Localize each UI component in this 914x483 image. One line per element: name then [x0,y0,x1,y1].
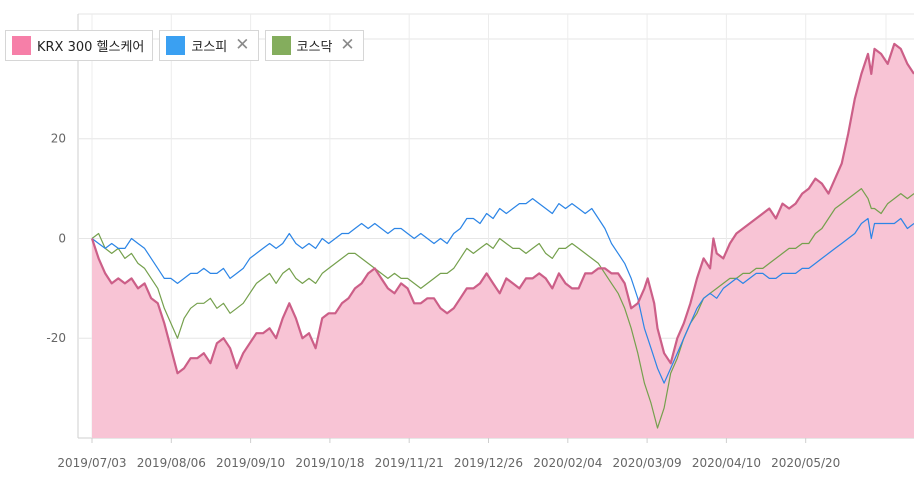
legend-item-healthcare[interactable]: KRX 300 헬스케어 [5,30,154,61]
y-tick-label: 20 [51,132,66,146]
y-tick-label: -20 [46,331,66,345]
x-tick-label: 2020/05/20 [771,456,840,470]
series-line-healthcare [90,42,914,375]
line-layer [90,42,914,429]
legend-swatch-healthcare [12,36,31,55]
area-layer [92,43,914,439]
series-area-healthcare [92,43,914,439]
legend-swatch-kosdaq [271,36,291,55]
legend-label-kosdaq: 코스닥 [296,40,333,55]
x-tick-label: 2019/08/06 [137,456,206,470]
legend-label-kospi: 코스피 [191,40,228,55]
legend-item-kosdaq[interactable]: 코스닥 ✕ [264,30,364,61]
y-tick-label: 0 [58,231,66,245]
legend: KRX 300 헬스케어 코스피 ✕ 코스닥 ✕ [5,30,364,61]
series-line-kospi [91,198,914,384]
legend-item-kospi[interactable]: 코스피 ✕ [159,30,259,61]
x-tick-label: 2019/11/21 [375,456,444,470]
remove-kosdaq-close-icon[interactable]: ✕ [340,35,355,55]
x-tick-label: 2019/12/26 [454,456,523,470]
remove-kospi-close-icon[interactable]: ✕ [235,35,250,55]
x-tick-label: 2020/04/10 [692,456,761,470]
legend-swatch-kospi [166,36,186,55]
x-tick-label: 2020/03/09 [613,456,682,470]
series-line-kosdaq [91,188,914,429]
x-tick-label: 2020/02/04 [533,456,602,470]
x-tick-label: 2019/10/18 [295,456,364,470]
x-tick-label: 2019/07/03 [57,456,126,470]
axis-layer: -20020402019/07/032019/08/062019/09/1020… [46,32,840,470]
legend-label-healthcare: KRX 300 헬스케어 [37,40,145,55]
x-tick-label: 2019/09/10 [216,456,285,470]
